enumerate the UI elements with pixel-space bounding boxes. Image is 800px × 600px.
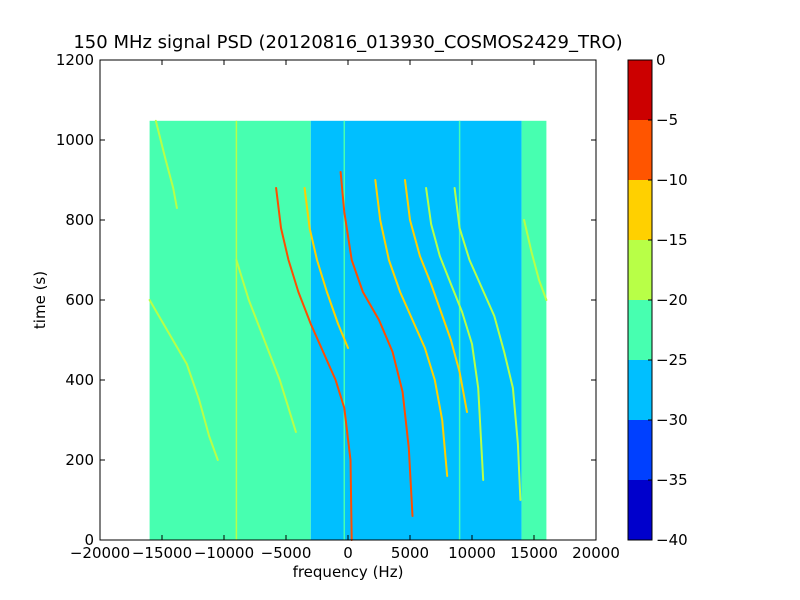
signal-trace [275, 187, 353, 541]
x-axis-label: frequency (Hz) [293, 563, 404, 581]
x-tick-label: 20000 [572, 544, 620, 562]
y-tick-label: 0 [84, 531, 94, 549]
y-axis-label: time (s) [31, 271, 49, 329]
psd-region [521, 120, 547, 541]
signal-trace [425, 187, 485, 481]
signal-trace [148, 299, 219, 461]
x-tick-label: 10000 [448, 544, 496, 562]
x-tick-label: 5000 [391, 544, 429, 562]
x-tick-label: −20000 [70, 544, 130, 562]
colorbar-segment [628, 300, 652, 360]
y-tick-label: 800 [65, 211, 94, 229]
chart-title: 150 MHz signal PSD (20120816_013930_COSM… [73, 32, 622, 53]
x-tick-label: 0 [343, 544, 353, 562]
colorbar-segment [628, 120, 652, 180]
signal-trace [154, 119, 178, 209]
y-tick-label: 400 [65, 371, 94, 389]
y-tick-label: 1200 [56, 51, 94, 69]
x-axis: −20000 −15000 −10000 −5000 0 5000 10000 15000 20… [70, 60, 620, 562]
signal-trace [404, 179, 468, 413]
signal-trace [235, 259, 297, 433]
colorbar-tick-label: −35 [656, 471, 688, 489]
colorbar-tick-label: −25 [656, 351, 688, 369]
colorbar-tick-label: 0 [656, 51, 666, 69]
y-axis: 0 200 400 600 800 1000 1200 [56, 51, 596, 549]
x-tick-label: −10000 [194, 544, 254, 562]
colorbar-tick-label: −15 [656, 231, 688, 249]
colorbar-segment [628, 60, 652, 120]
colorbar-tick-label: −40 [656, 531, 688, 549]
colorbar-segment [628, 360, 652, 420]
signal-trace [303, 187, 349, 349]
colorbar: 0 −5 −10 −15 −20 −25 −30 −35 −40 [627, 51, 688, 549]
x-tick-label: 15000 [510, 544, 558, 562]
x-tick-label: −5000 [261, 544, 312, 562]
signal-trace [339, 171, 414, 517]
signal-trace [523, 219, 548, 301]
colorbar-segment [628, 240, 652, 300]
signal-trace [374, 179, 449, 477]
colorbar-segment [628, 480, 652, 540]
y-tick-label: 200 [65, 451, 94, 469]
colorbar-segment [628, 420, 652, 480]
colorbar-tick-label: −10 [656, 171, 688, 189]
x-tick-label: −15000 [132, 544, 192, 562]
y-tick-label: 600 [65, 291, 94, 309]
y-tick-label: 1000 [56, 131, 94, 149]
colorbar-segment [628, 180, 652, 240]
signal-trace [453, 187, 522, 501]
psd-region [149, 120, 311, 541]
plot-area [148, 119, 548, 541]
colorbar-tick-label: −5 [656, 111, 678, 129]
colorbar-tick-label: −20 [656, 291, 688, 309]
colorbar-tick-label: −30 [656, 411, 688, 429]
